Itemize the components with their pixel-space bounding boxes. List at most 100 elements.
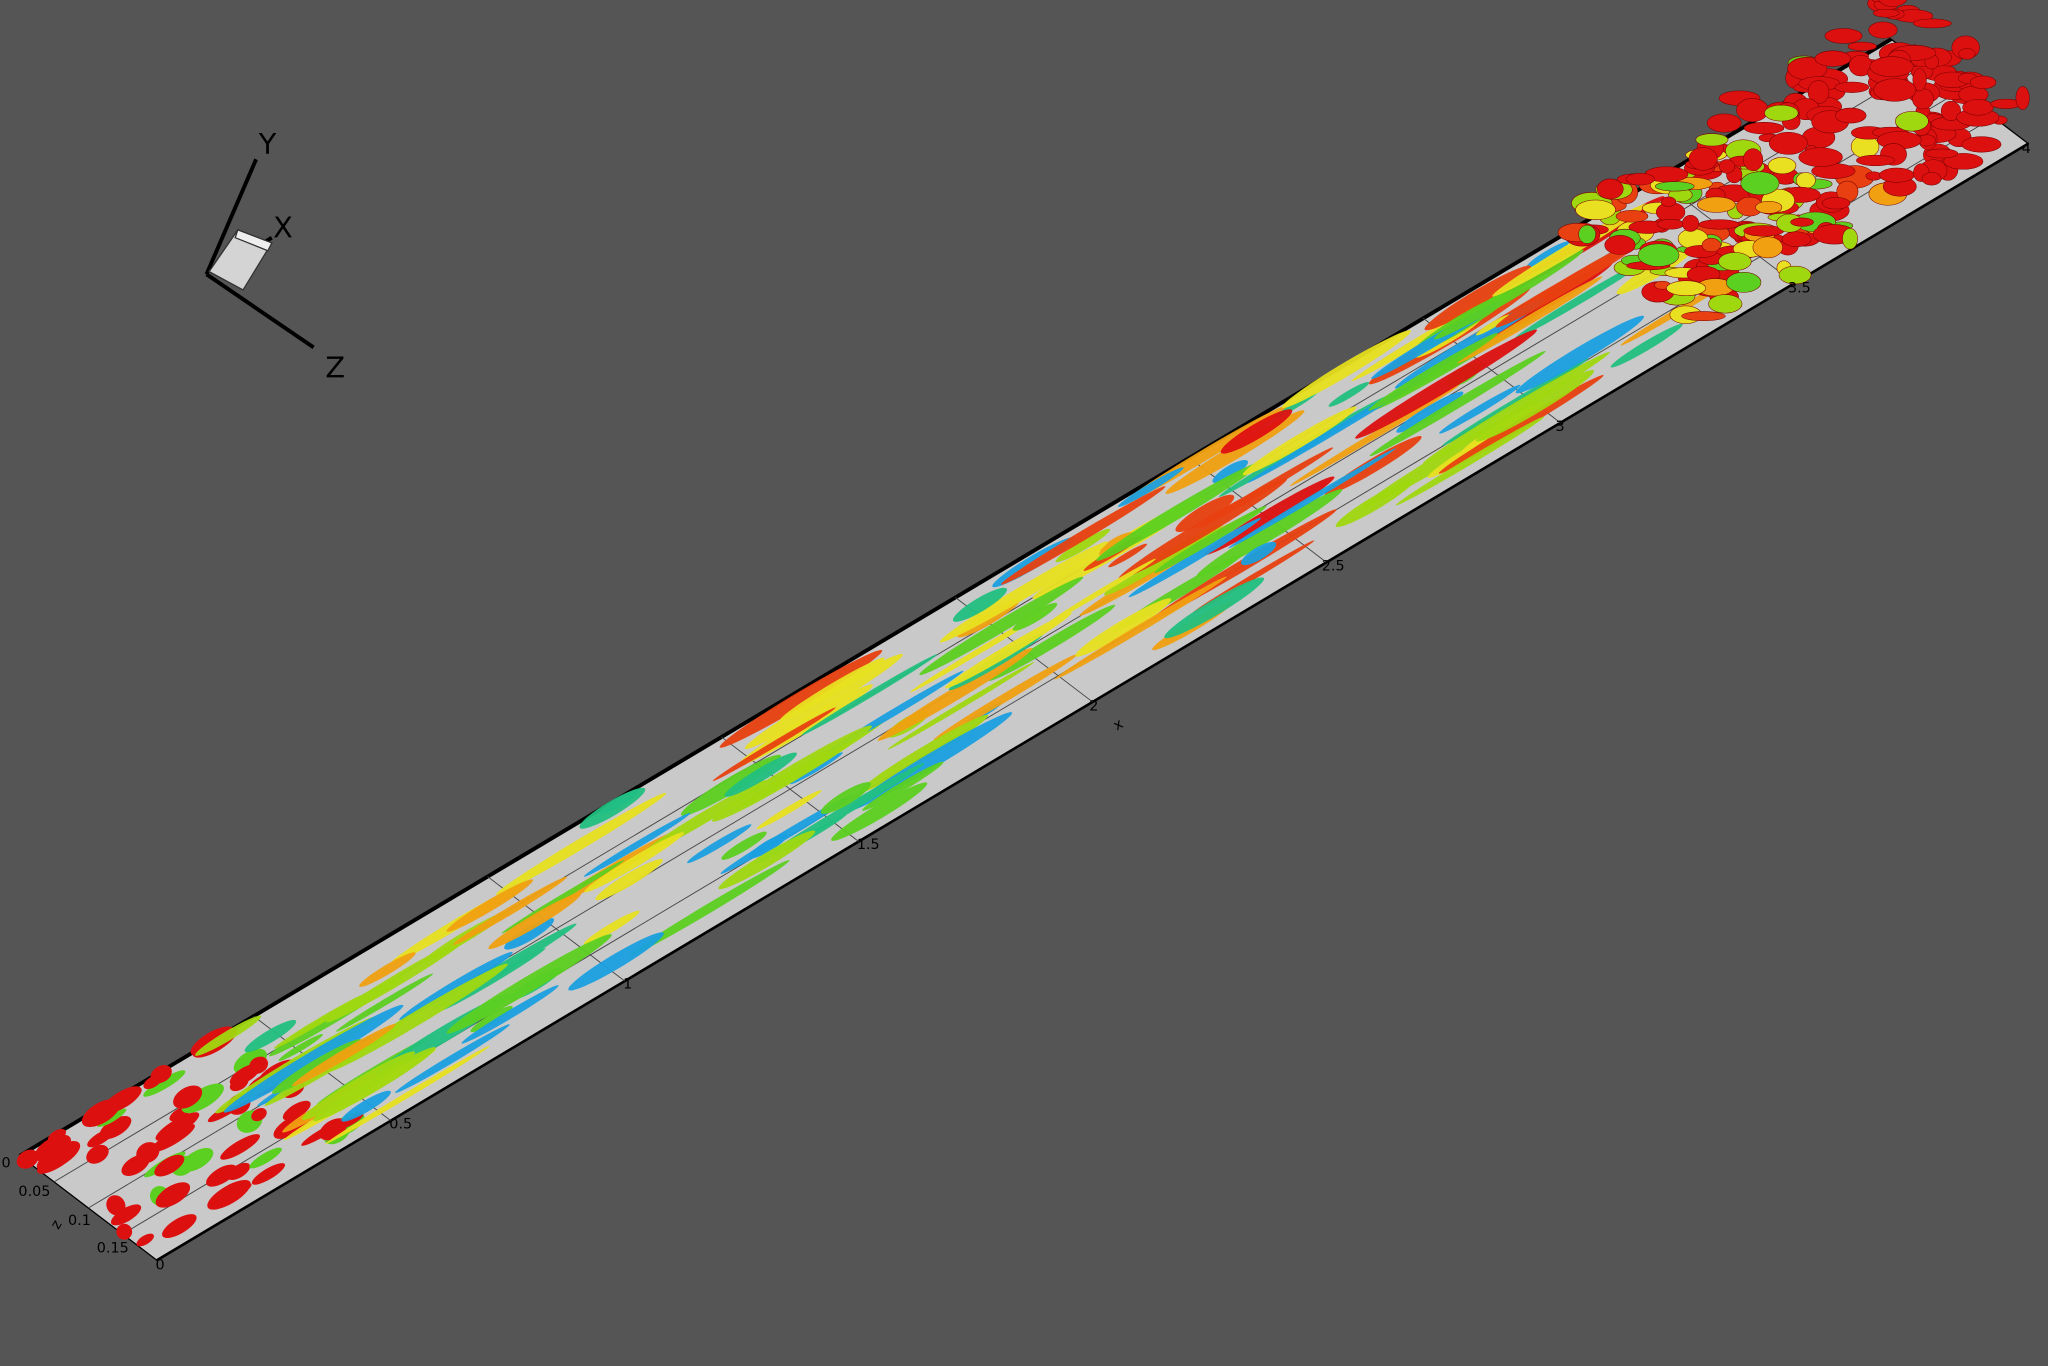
- iso-streak: [831, 782, 928, 841]
- iso-blob: [1736, 98, 1769, 122]
- iso-streak: [341, 1090, 391, 1122]
- iso-blob: [1921, 172, 1942, 186]
- iso-blob: [249, 1056, 269, 1074]
- iso-blob: [229, 1076, 249, 1092]
- iso-blob: [1778, 265, 1812, 285]
- iso-streak: [887, 661, 1035, 750]
- iso-streak: [1475, 314, 1510, 336]
- z-tick-label: 0.05: [18, 1184, 50, 1200]
- iso-streak: [292, 1023, 396, 1087]
- x-tick-label: 2: [1089, 698, 1098, 714]
- iso-streak: [1610, 323, 1683, 368]
- iso-blob: [1656, 218, 1685, 230]
- iso-streak: [1118, 477, 1288, 580]
- iso-streak: [399, 951, 513, 1021]
- iso-streak: [1049, 558, 1156, 623]
- iso-streak: [584, 832, 685, 893]
- x-tick-label: 4: [2022, 141, 2031, 157]
- iso-blob: [1821, 197, 1851, 210]
- iso-streak: [488, 892, 582, 950]
- iso-streak: [1475, 370, 1595, 442]
- iso-streak: [790, 752, 843, 785]
- z-tick-label: 0: [156, 1257, 165, 1273]
- iso-streak: [1422, 351, 1610, 464]
- iso-blob: [1834, 81, 1870, 93]
- triad-label-z: Z: [325, 350, 345, 384]
- iso-streak: [1439, 384, 1521, 434]
- triad-label-x: X: [273, 211, 293, 245]
- iso-streak: [720, 793, 855, 874]
- iso-streak: [301, 1051, 416, 1120]
- iso-blob: [1879, 167, 1915, 183]
- iso-streak: [244, 1019, 297, 1053]
- triad-z-axis: [205, 272, 315, 349]
- iso-streak: [470, 1005, 513, 1033]
- iso-streak: [1164, 577, 1265, 639]
- iso-streak: [744, 653, 903, 749]
- iso-streak: [687, 824, 752, 864]
- iso-streak: [877, 647, 1033, 741]
- iso-streak: [988, 604, 1116, 681]
- iso-streak: [595, 859, 663, 901]
- plate-front-edge: [156, 142, 2029, 1262]
- z-tick-label: 0: [1, 1155, 10, 1171]
- iso-blob: [233, 1048, 267, 1075]
- iso-streak: [1054, 576, 1227, 680]
- triad-cube-top: [234, 228, 273, 252]
- iso-blob: [1681, 311, 1726, 322]
- iso-streak: [1241, 541, 1277, 566]
- iso-blob: [1958, 48, 1976, 60]
- iso-streak: [583, 812, 691, 877]
- iso-streak: [1457, 276, 1603, 364]
- iso-blob: [206, 1164, 237, 1187]
- iso-streak: [195, 1015, 262, 1056]
- iso-streak: [1495, 237, 1646, 328]
- iso-streak: [446, 879, 534, 932]
- triad-label-y: Y: [258, 127, 277, 161]
- iso-streak: [712, 725, 872, 822]
- iso-streak: [719, 649, 883, 748]
- iso-streak: [627, 860, 790, 958]
- iso-streak: [756, 790, 822, 830]
- iso-streak: [919, 576, 1084, 676]
- axis-triad: Y X Z: [204, 127, 345, 384]
- iso-blob: [1718, 252, 1752, 271]
- iso-streak: [504, 917, 555, 950]
- x-tick-label: 1: [623, 977, 632, 993]
- iso-streak: [1335, 478, 1415, 528]
- iso-blob: [1637, 243, 1680, 267]
- iso-blob: [1925, 148, 1959, 159]
- x-tick-label: 0.5: [389, 1116, 412, 1132]
- iso-streak: [1515, 259, 1647, 339]
- iso-streak: [724, 752, 797, 797]
- iso-streak: [1012, 602, 1058, 631]
- iso-blob: [16, 1149, 39, 1169]
- iso-blob: [1781, 231, 1812, 247]
- iso-streak: [779, 657, 885, 721]
- iso-streak: [359, 952, 416, 987]
- iso-streak: [1075, 598, 1172, 657]
- iso-streak: [1395, 416, 1545, 506]
- iso-streak: [1118, 467, 1184, 507]
- iso-blob: [173, 1085, 203, 1109]
- iso-streak: [1368, 332, 1498, 411]
- z-tick-label: 0.15: [97, 1240, 129, 1256]
- iso-streak: [273, 994, 365, 1049]
- iso-blob: [282, 1100, 311, 1121]
- iso-streak: [1196, 489, 1343, 577]
- iso-streak: [718, 830, 816, 890]
- iso-blob: [136, 1233, 154, 1247]
- iso-blob: [143, 1075, 162, 1090]
- iso-blob: [1912, 68, 1927, 92]
- iso-blob: [1795, 172, 1816, 189]
- iso-blob: [1752, 236, 1783, 259]
- iso-surfaces: [16, 0, 2030, 1247]
- iso-streak: [952, 587, 1008, 622]
- iso-streak: [568, 932, 664, 991]
- iso-blob: [155, 1182, 191, 1208]
- iso-streak: [1438, 374, 1604, 474]
- iso-blob: [1615, 210, 1649, 223]
- iso-blob: [1706, 113, 1742, 133]
- iso-blob: [1688, 147, 1718, 171]
- iso-blob: [81, 1099, 120, 1128]
